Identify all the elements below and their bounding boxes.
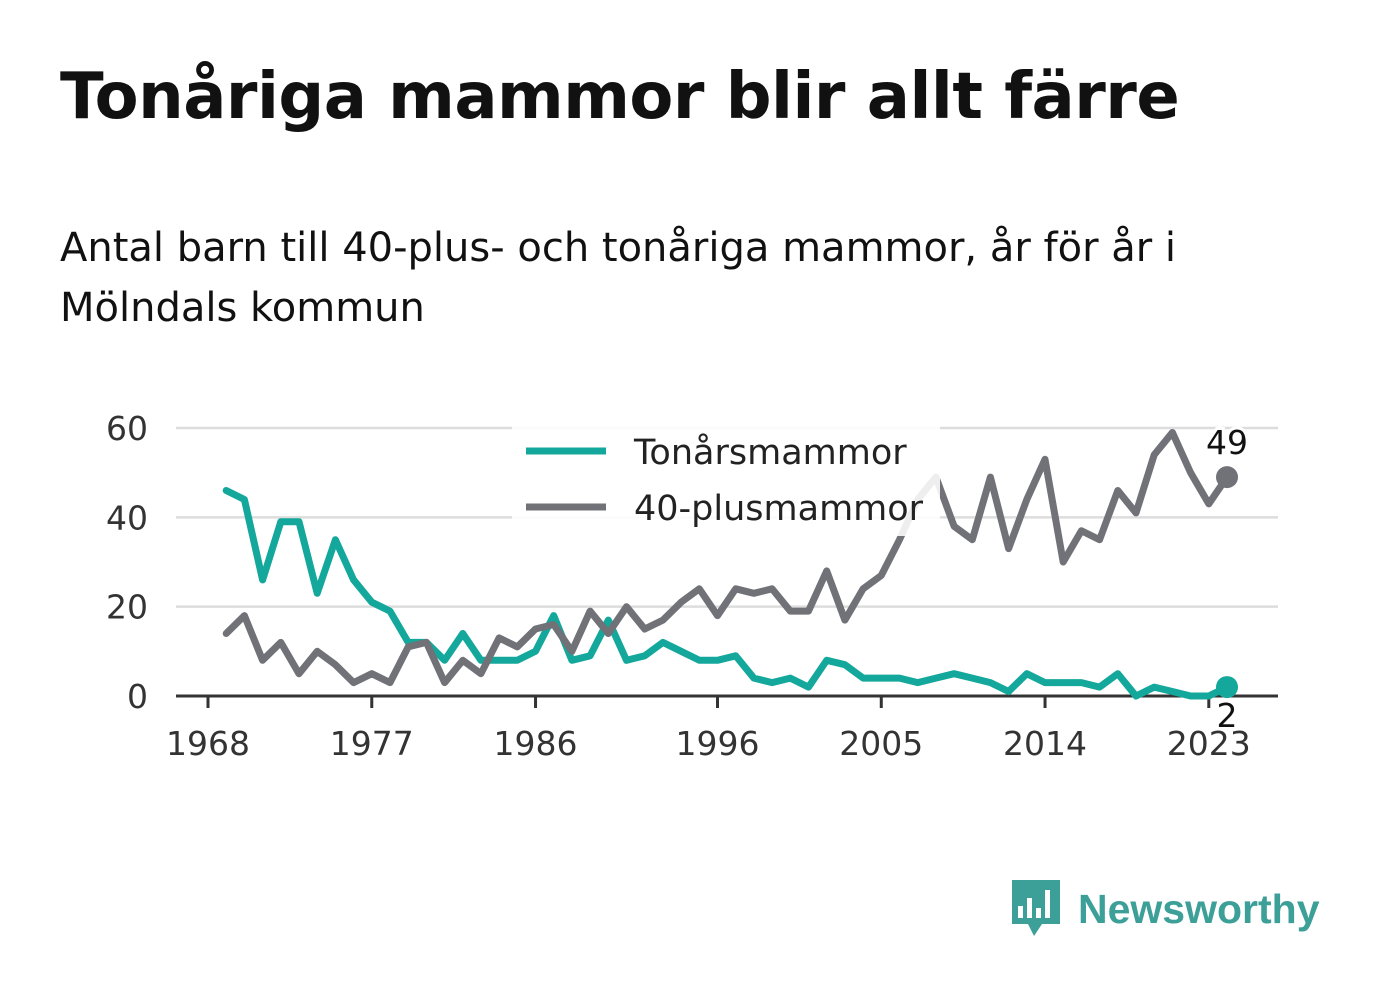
series-line-40-plusmammor: [222, 429, 1231, 687]
legend-background: [512, 424, 940, 536]
x-tick-label: 2023: [1167, 724, 1251, 763]
chart-title: Tonåriga mammor blir allt färre: [60, 60, 1180, 134]
x-tick-label: 2005: [839, 724, 923, 763]
y-tick-label: 40: [106, 498, 148, 537]
y-tick-label: 60: [106, 409, 148, 448]
brand-name: Newsworthy: [1078, 885, 1320, 932]
x-tick-label: 2014: [1003, 724, 1087, 763]
y-tick-label: 20: [106, 588, 148, 627]
legend-label-tonarsmammor: Tonårsmammor: [633, 432, 907, 473]
legend-label-40-plusmammor: 40-plusmammor: [634, 489, 924, 529]
end-markers: 2 49: [1203, 420, 1251, 738]
axes: 0 20 40 60 1968 1977 1986 1996 2005 2014 2023: [106, 409, 1278, 763]
end-point-marker: [1216, 676, 1238, 699]
newsworthy-logo: Newsworthy: [1010, 878, 1320, 940]
legend: Tonårsmammor 40-plusmammor: [512, 424, 940, 536]
bar-chart-speech-bubble-icon: [1012, 880, 1060, 936]
x-tick-label: 1996: [676, 724, 760, 763]
x-tick-label: 1986: [494, 724, 578, 763]
series-line-tonarsmammor: [222, 487, 1231, 700]
chart-subtitle: Antal barn till 40-plus- och tonåriga ma…: [60, 225, 1177, 331]
end-value-label: 49: [1206, 423, 1248, 462]
x-tick-label: 1977: [330, 724, 414, 763]
y-tick-label: 0: [127, 677, 148, 716]
series-lines: [222, 429, 1231, 700]
end-value-label: 2: [1217, 696, 1238, 735]
x-tick-label: 1968: [166, 724, 250, 763]
end-point-marker: [1216, 466, 1238, 489]
